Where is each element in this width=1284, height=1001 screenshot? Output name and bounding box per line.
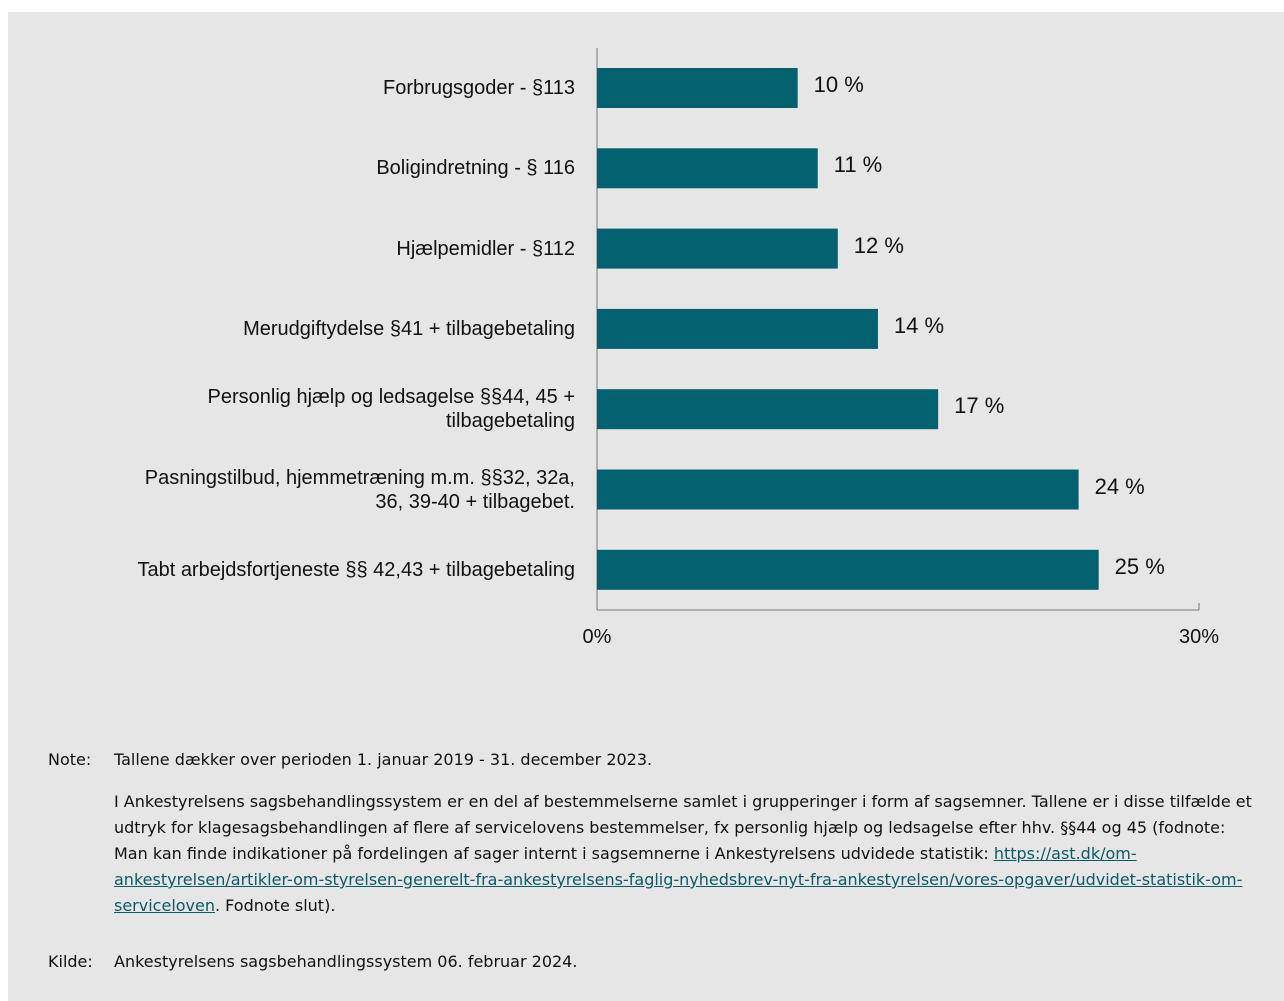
- bar: [597, 68, 798, 108]
- chart: [596, 48, 1200, 611]
- value-label: 24 %: [1094, 473, 1145, 499]
- note-text: I Ankestyrelsens sagsbehandlingssystem e…: [114, 792, 1252, 863]
- category-label: Merudgiftydelse §41 + tilbagebetaling: [243, 317, 575, 340]
- bar: [597, 228, 838, 269]
- x-tick-label: 30%: [1178, 626, 1220, 648]
- note-paragraph: I Ankestyrelsens sagsbehandlingssystem e…: [114, 789, 1264, 919]
- note-label: Note:: [48, 750, 92, 769]
- link[interactable]: https://ast.dk/om-ankestyrelsen/artikler…: [114, 844, 1243, 915]
- category-label: Pasningstilbud, hjemmetræning m.m. §§32,…: [144, 466, 575, 513]
- category-label: Tabt arbejdsfortjeneste §§ 42,43 + tilba…: [137, 558, 575, 581]
- note-text: Tallene dækker over perioden 1. januar 2…: [114, 750, 653, 769]
- category-label: Boligindretning - § 116: [376, 157, 575, 180]
- bar: [597, 389, 939, 430]
- bar: [597, 148, 818, 189]
- bar: [597, 308, 878, 349]
- source-label: Kilde:: [48, 952, 93, 971]
- value-label: 10 %: [813, 72, 864, 97]
- bar: [597, 469, 1079, 510]
- value-label: 25 %: [1114, 553, 1165, 579]
- source-text: Ankestyrelsens sagsbehandlingssystem 06.…: [114, 952, 578, 971]
- category-label: Hjælpemidler - §112: [396, 237, 575, 260]
- value-label: 11 %: [833, 152, 883, 178]
- value-label: 12 %: [853, 232, 904, 258]
- note-text: . Fodnote slut).: [215, 896, 336, 915]
- x-tick-label: 0%: [582, 626, 612, 648]
- category-label: Forbrugsgoder - §113: [383, 77, 575, 99]
- value-label: 14 %: [893, 312, 945, 338]
- category-label: Personlig hjælp og ledsagelse §§44, 45 +…: [207, 386, 575, 433]
- value-label: 17 %: [954, 393, 1005, 419]
- bar: [597, 549, 1099, 590]
